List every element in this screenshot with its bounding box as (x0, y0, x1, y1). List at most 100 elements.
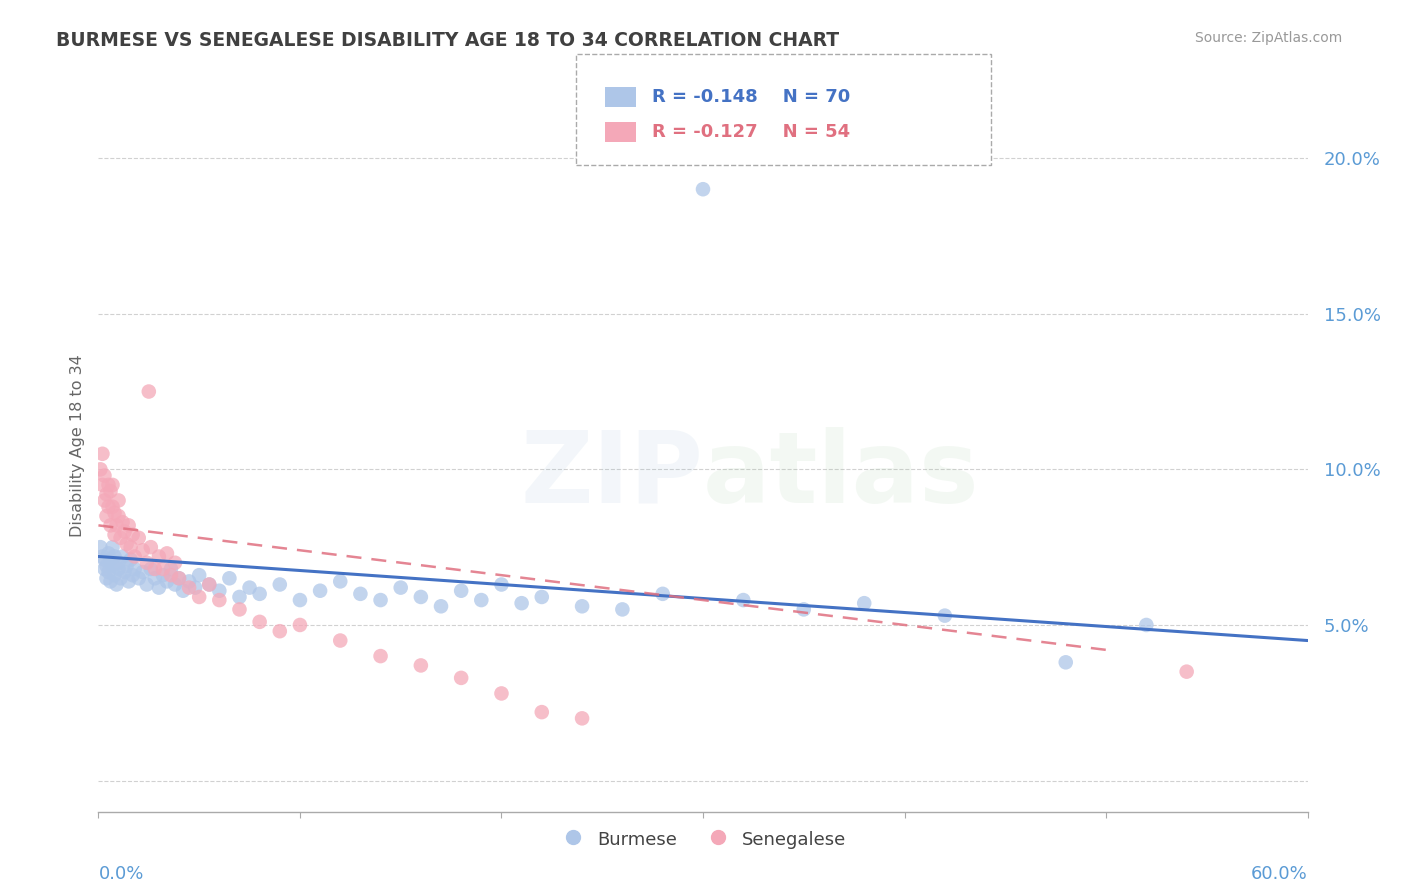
Point (409, 590, 432, 604)
Text: R = -0.148    N = 70: R = -0.148 N = 70 (652, 88, 851, 106)
Point (491, 577, 513, 591)
Point (163, 556, 186, 570)
Point (249, 615, 271, 629)
Point (135, 556, 157, 570)
Point (148, 549, 170, 564)
Point (89, 462, 111, 476)
Point (450, 583, 472, 598)
Point (107, 562, 129, 576)
Point (100, 574, 122, 589)
Point (111, 515, 134, 529)
Point (128, 571, 150, 585)
Point (91, 478, 114, 492)
Point (124, 549, 146, 564)
Point (208, 593, 231, 607)
Point (101, 478, 124, 492)
Point (103, 568, 125, 582)
Point (101, 558, 124, 573)
Point (124, 562, 146, 576)
Point (89, 540, 111, 554)
Point (179, 574, 201, 589)
Point (179, 581, 201, 595)
Point (138, 384, 160, 399)
Point (510, 596, 533, 610)
Point (198, 577, 221, 591)
Point (143, 562, 166, 576)
Point (571, 711, 593, 725)
Point (91, 447, 114, 461)
Point (110, 571, 132, 585)
Point (288, 593, 311, 607)
Point (96, 571, 118, 585)
Point (208, 583, 231, 598)
Point (93, 562, 115, 576)
Point (1054, 656, 1077, 670)
Point (93, 493, 115, 508)
Point (91, 549, 114, 564)
Text: BURMESE VS SENEGALESE DISABILITY AGE 18 TO 34 CORRELATION CHART: BURMESE VS SENEGALESE DISABILITY AGE 18 … (56, 31, 839, 50)
Point (100, 518, 122, 533)
Text: R = -0.127    N = 54: R = -0.127 N = 54 (652, 123, 851, 141)
Point (733, 593, 755, 607)
Point (101, 500, 124, 514)
Point (228, 602, 250, 616)
Point (370, 649, 392, 664)
Point (1175, 665, 1198, 679)
Point (114, 565, 136, 579)
Point (269, 624, 291, 639)
Point (218, 571, 240, 585)
Point (249, 587, 271, 601)
Point (160, 562, 183, 576)
Point (934, 608, 956, 623)
Point (692, 182, 714, 196)
Point (115, 558, 138, 573)
Point (110, 531, 132, 545)
Point (1135, 618, 1157, 632)
Point (491, 686, 513, 700)
Point (167, 571, 190, 585)
Point (132, 543, 155, 558)
Point (156, 574, 179, 589)
Point (167, 571, 190, 585)
Point (103, 527, 125, 541)
Point (121, 568, 143, 582)
Point (118, 518, 141, 533)
Point (239, 581, 262, 595)
Point (120, 552, 142, 566)
Point (107, 556, 129, 570)
Point (121, 527, 143, 541)
Text: 0.0%: 0.0% (98, 864, 143, 882)
Point (101, 540, 124, 554)
Point (97, 500, 120, 514)
Point (139, 540, 162, 554)
Text: 60.0%: 60.0% (1251, 864, 1308, 882)
Point (288, 618, 311, 632)
Point (96, 509, 118, 524)
Point (389, 581, 412, 595)
Text: atlas: atlas (703, 426, 980, 524)
Point (793, 602, 815, 616)
Point (329, 633, 352, 648)
Point (450, 671, 472, 685)
Point (96, 487, 118, 501)
Point (188, 590, 211, 604)
Point (135, 577, 157, 591)
Point (184, 581, 207, 595)
Point (853, 596, 876, 610)
Text: Source: ZipAtlas.com: Source: ZipAtlas.com (1195, 31, 1343, 45)
Point (97, 565, 120, 579)
Point (103, 549, 125, 564)
Point (114, 524, 136, 539)
Point (139, 562, 162, 576)
Point (118, 574, 141, 589)
Point (96, 558, 118, 573)
Point (470, 593, 492, 607)
Point (309, 583, 332, 598)
Point (97, 478, 120, 492)
Point (107, 493, 129, 508)
Point (100, 484, 122, 499)
Point (188, 568, 211, 582)
Point (93, 468, 115, 483)
Point (120, 540, 142, 554)
Point (152, 568, 174, 582)
